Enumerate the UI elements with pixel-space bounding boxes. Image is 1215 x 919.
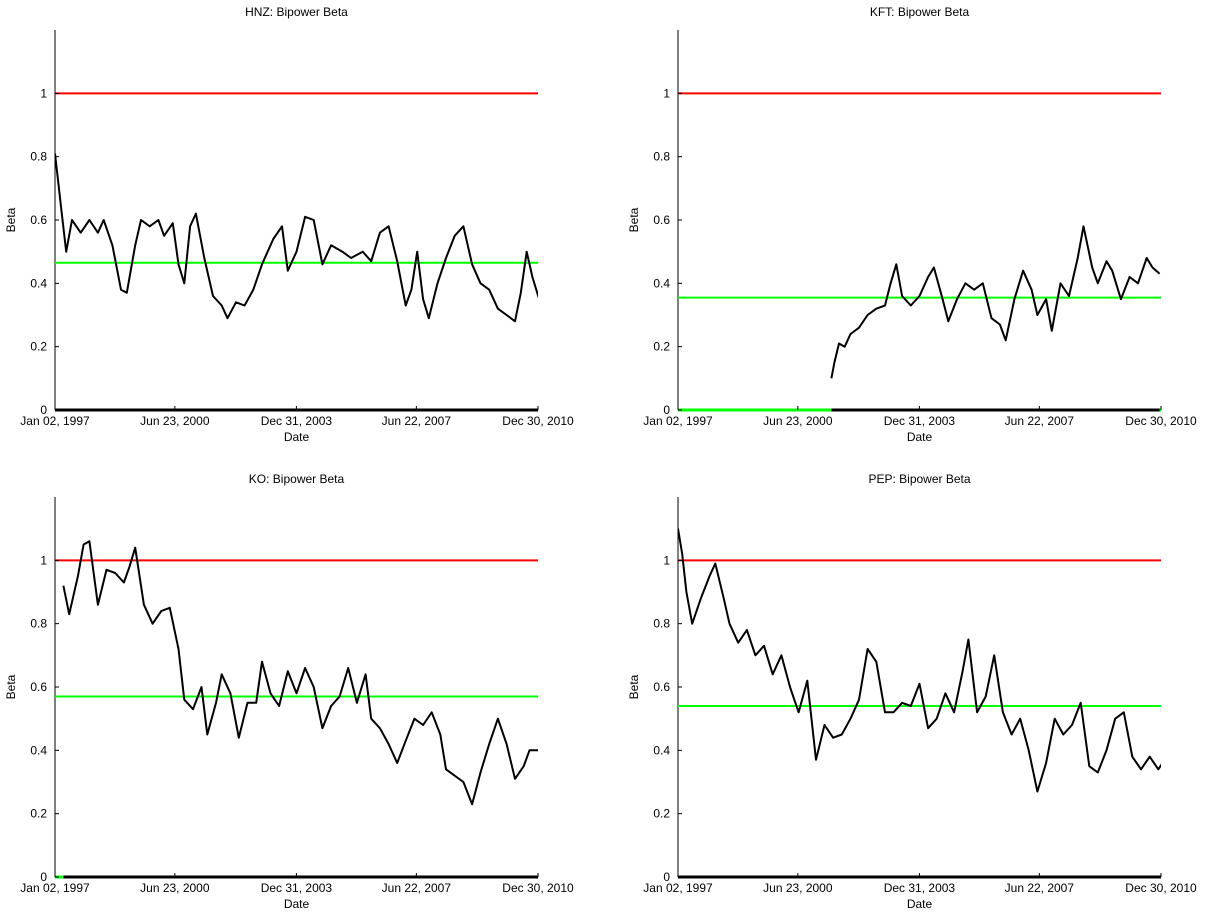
- y-tick-label: 1: [663, 86, 670, 100]
- y-tick-label: 0.2: [653, 340, 670, 354]
- y-axis-label: Beta: [4, 674, 18, 699]
- y-tick-label: 0.4: [653, 276, 670, 290]
- x-tick-label: Dec 31, 2003: [884, 414, 956, 428]
- y-tick-label: 0: [663, 403, 670, 417]
- y-tick-label: 0.2: [30, 340, 47, 354]
- x-tick-label: Jun 23, 2000: [763, 414, 833, 428]
- y-tick-label: 0: [40, 870, 47, 884]
- y-tick-label: 0.4: [30, 743, 47, 757]
- x-tick-label: Jan 02, 1997: [20, 881, 90, 895]
- y-axis-label: Beta: [627, 207, 641, 232]
- y-tick-label: 0.6: [653, 213, 670, 227]
- chart-title: KO: Bipower Beta: [249, 472, 345, 486]
- x-tick-label: Dec 30, 2010: [1125, 881, 1197, 895]
- x-axis-label: Date: [284, 430, 310, 444]
- y-tick-label: 1: [40, 86, 47, 100]
- y-tick-label: 1: [663, 553, 670, 567]
- chart-title: HNZ: Bipower Beta: [245, 5, 348, 19]
- y-tick-label: 0.8: [30, 617, 47, 631]
- y-tick-label: 0.8: [30, 150, 47, 164]
- chart-title: KFT: Bipower Beta: [870, 5, 970, 19]
- y-tick-label: 0.8: [653, 617, 670, 631]
- y-tick-label: 0.8: [653, 150, 670, 164]
- y-tick-label: 0: [663, 870, 670, 884]
- y-tick-label: 1: [40, 553, 47, 567]
- beta-series-line: [678, 528, 1161, 793]
- x-tick-label: Jun 23, 2000: [140, 414, 210, 428]
- beta-series-line: [55, 153, 538, 323]
- x-tick-label: Jun 22, 2007: [1005, 414, 1075, 428]
- x-tick-label: Dec 31, 2003: [261, 881, 333, 895]
- y-tick-label: 0.4: [653, 743, 670, 757]
- x-tick-label: Dec 30, 2010: [502, 881, 574, 895]
- x-tick-label: Jan 02, 1997: [643, 881, 713, 895]
- y-tick-label: 0.2: [653, 807, 670, 821]
- x-tick-label: Jun 22, 2007: [382, 881, 452, 895]
- beta-series-line: [830, 225, 1161, 379]
- beta-series-line: [62, 540, 538, 806]
- y-tick-label: 0.2: [30, 807, 47, 821]
- y-tick-label: 0.6: [30, 213, 47, 227]
- x-tick-label: Dec 31, 2003: [261, 414, 333, 428]
- x-tick-label: Dec 31, 2003: [884, 881, 956, 895]
- x-tick-label: Dec 30, 2010: [1125, 414, 1197, 428]
- chart-title: PEP: Bipower Beta: [868, 472, 970, 486]
- x-tick-label: Jun 22, 2007: [382, 414, 452, 428]
- x-tick-label: Dec 30, 2010: [502, 414, 574, 428]
- x-tick-label: Jan 02, 1997: [643, 414, 713, 428]
- y-tick-label: 0.4: [30, 276, 47, 290]
- chart-panel-1: 0 0.2 0.4 0.6 0.8 1 Jan 02, 1997 Jun 23, 2000 De…: [627, 5, 1197, 444]
- x-axis-label: Date: [907, 430, 933, 444]
- x-tick-label: Jan 02, 1997: [20, 414, 90, 428]
- chart-panel-2: 0 0.2 0.4 0.6 0.8 1 Jan 02, 1997 Jun 23, 2000 De…: [4, 472, 574, 911]
- x-tick-label: Jun 23, 2000: [763, 881, 833, 895]
- y-tick-label: 0.6: [653, 680, 670, 694]
- y-tick-label: 0: [40, 403, 47, 417]
- x-axis-label: Date: [284, 897, 310, 911]
- chart-panel-3: 0 0.2 0.4 0.6 0.8 1 Jan 02, 1997 Jun 23, 2000 De…: [627, 472, 1197, 911]
- y-tick-label: 0.6: [30, 680, 47, 694]
- y-axis-label: Beta: [627, 674, 641, 699]
- y-axis-label: Beta: [4, 207, 18, 232]
- x-tick-label: Jun 23, 2000: [140, 881, 210, 895]
- chart-panel-0: 0 0.2 0.4 0.6 0.8 1 Jan 02, 1997 Jun 23, 2000 De…: [4, 5, 574, 444]
- x-axis-label: Date: [907, 897, 933, 911]
- x-tick-label: Jun 22, 2007: [1005, 881, 1075, 895]
